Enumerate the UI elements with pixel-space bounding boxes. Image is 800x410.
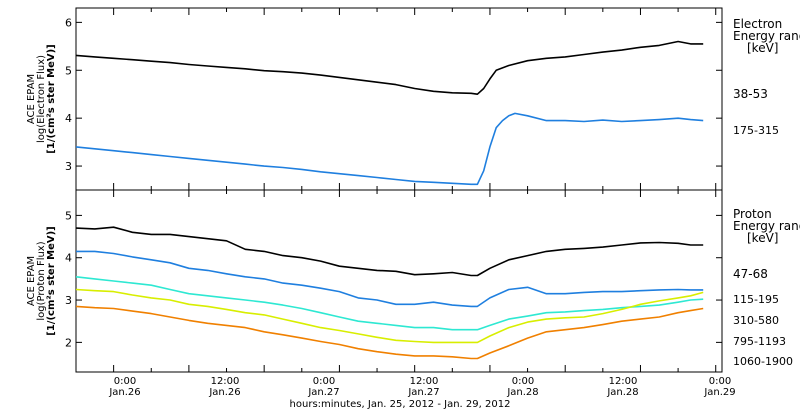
electron-panel-frame	[75, 7, 723, 191]
x-tick-4-time: 0:00	[512, 376, 534, 387]
electron-legend-title-3: [keV]	[747, 41, 778, 55]
proton-panel: ACE EPAM log(Proton Flux) [1/(cm²s ster …	[26, 189, 800, 373]
x-tick-5-time: 12:00	[609, 376, 638, 387]
x-axis: 0:00 Jan.26 12:00 Jan.26 0:00 Jan.27 12:…	[108, 376, 735, 410]
proton-series-795-1193	[75, 288, 704, 344]
electron-y-tick-label-1: 4	[65, 112, 72, 125]
proton-legend: Proton Energy range [keV] 47-68 115-195 …	[733, 207, 800, 368]
proton-y-axis-label: ACE EPAM log(Proton Flux) [1/(cm²s ster …	[26, 226, 57, 335]
x-tick-6-date: Jan.29	[703, 387, 735, 398]
proton-series-47-68	[75, 226, 704, 277]
proton-marks: 2 3 4 5	[65, 190, 722, 372]
electron-ylabel-line-3: [1/(cm²s ster MeV)]	[46, 44, 57, 153]
electron-y-axis-label: ACE EPAM log(Electron Flux) [1/(cm²s ste…	[26, 44, 57, 153]
proton-ylabel-line-3: [1/(cm²s ster MeV)]	[46, 226, 57, 335]
x-tick-0-date: Jan.26	[108, 387, 140, 398]
electron-legend-title-2: Energy range	[733, 29, 800, 43]
proton-legend-series-3: 795-1193	[733, 335, 786, 348]
proton-legend-series-2: 310-580	[733, 314, 779, 327]
x-tick-1-time: 12:00	[211, 376, 240, 387]
x-tick-3-time: 12:00	[410, 376, 439, 387]
electron-series-38-53	[75, 40, 704, 95]
electron-ylabel-line-1: ACE EPAM	[26, 74, 37, 124]
proton-legend-title-2: Energy range	[733, 219, 800, 233]
proton-legend-title-1: Proton	[733, 207, 772, 221]
proton-series-310-580	[75, 276, 704, 331]
proton-ylabel-line-1: ACE EPAM	[26, 256, 37, 306]
electron-legend-title-1: Electron	[733, 17, 782, 31]
electron-series-175-315	[75, 112, 704, 186]
electron-legend: Electron Energy range [keV] 38-53 175-31…	[733, 17, 800, 137]
electron-ylabel-line-2: log(Electron Flux)	[36, 55, 47, 143]
x-tick-1-date: Jan.26	[208, 387, 240, 398]
x-tick-4-date: Jan.28	[506, 387, 538, 398]
electron-panel: ACE EPAM log(Electron Flux) [1/(cm²s ste…	[26, 7, 800, 191]
x-tick-2-time: 0:00	[313, 376, 335, 387]
proton-legend-series-0: 47-68	[733, 267, 768, 281]
proton-series-115-195	[76, 250, 704, 308]
proton-legend-series-4: 1060-1900	[733, 355, 793, 368]
proton-y-tick-label-0: 2	[65, 336, 72, 349]
electron-y-tick-label-2: 5	[65, 64, 72, 77]
electron-y-tick-label-3: 6	[65, 16, 72, 29]
proton-series-1060-1900	[75, 305, 704, 360]
electron-y-tick-label-0: 3	[65, 160, 72, 173]
x-tick-5-date: Jan.28	[606, 387, 638, 398]
x-tick-0-time: 0:00	[114, 376, 136, 387]
proton-ylabel-line-2: log(Proton Flux)	[36, 241, 47, 320]
proton-panel-frame	[75, 189, 723, 373]
proton-y-tick-label-2: 4	[65, 252, 72, 265]
proton-y-tick-label-1: 3	[65, 294, 72, 307]
proton-legend-series-1: 115-195	[733, 293, 779, 306]
x-axis-label: hours:minutes, Jan. 25, 2012 - Jan. 29, …	[290, 399, 511, 410]
electron-legend-series-1: 175-315	[733, 124, 779, 137]
x-tick-6-time: 0:00	[709, 376, 731, 387]
electron-legend-series-0: 38-53	[733, 87, 768, 101]
electron-marks: 3 4 5 6	[65, 8, 722, 190]
proton-y-tick-label-3: 5	[65, 209, 72, 222]
x-tick-3-date: Jan.27	[407, 387, 439, 398]
proton-legend-title-3: [keV]	[747, 231, 778, 245]
x-tick-2-date: Jan.27	[307, 387, 339, 398]
